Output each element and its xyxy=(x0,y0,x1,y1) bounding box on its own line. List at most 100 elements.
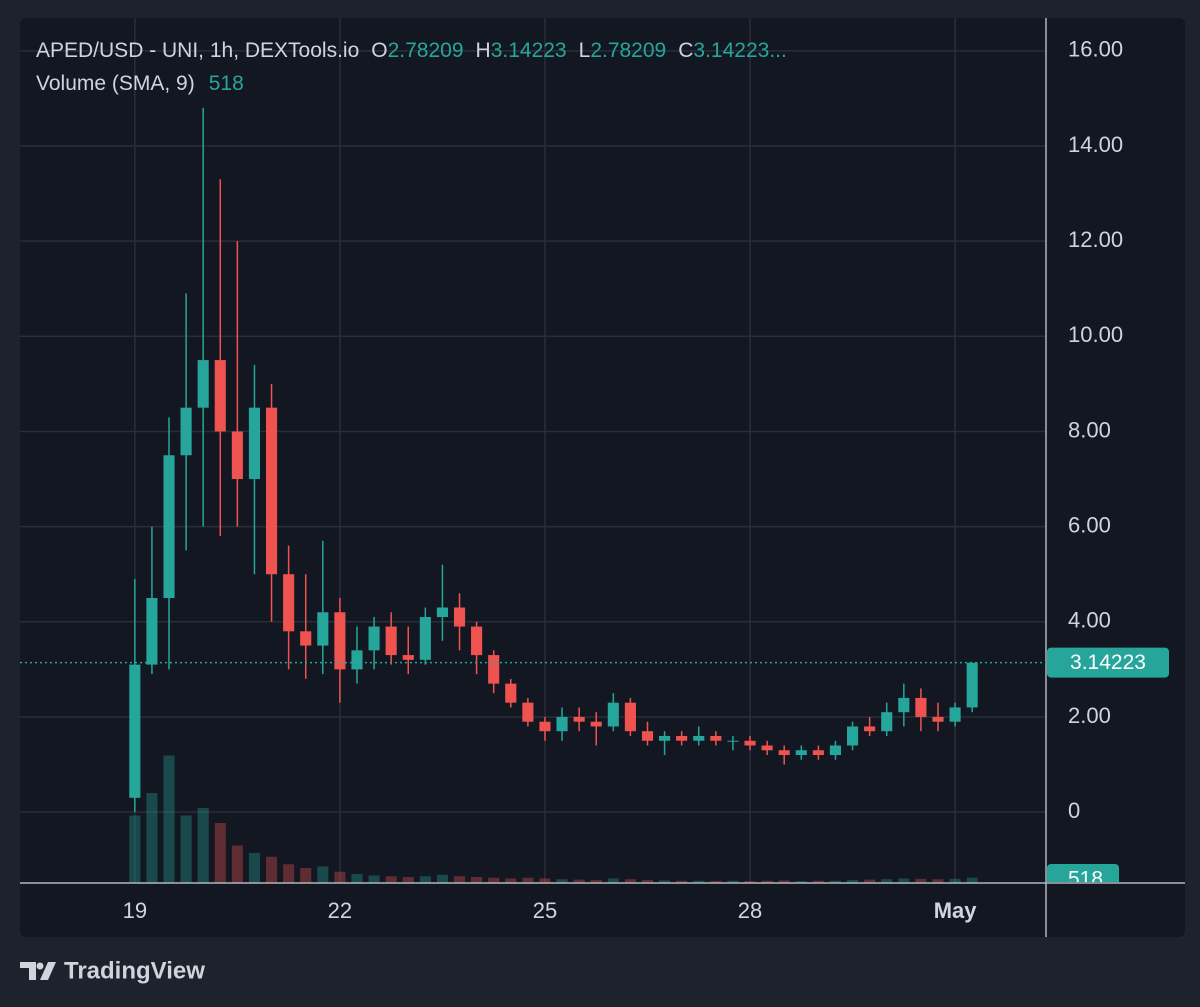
y-tick-label: 12.00 xyxy=(1068,227,1123,252)
candle-body xyxy=(641,731,654,741)
y-tick-label: 4.00 xyxy=(1068,608,1111,633)
candle-body xyxy=(231,431,243,480)
volume-bar xyxy=(453,876,466,883)
volume-bar xyxy=(231,845,243,883)
volume-bar xyxy=(710,880,722,883)
candle-body xyxy=(351,650,363,670)
y-tick-label: 6.00 xyxy=(1068,512,1111,537)
x-tick-label: May xyxy=(934,898,978,923)
legend-line: APED/USD - UNI, 1h, DEXTools.io O2.78209 H… xyxy=(36,39,787,62)
volume-bar xyxy=(351,874,363,883)
y-tick-label: 2.00 xyxy=(1068,703,1111,728)
candle-body xyxy=(761,745,773,751)
candle-body xyxy=(522,702,534,722)
volume-legend: Volume (SMA, 9) 518 xyxy=(36,72,244,95)
candle-body xyxy=(829,745,842,756)
volume-bar xyxy=(949,878,961,883)
volume-bar xyxy=(795,881,807,883)
candle-body xyxy=(419,617,431,660)
x-tick-label: 28 xyxy=(738,898,762,923)
candle-body xyxy=(402,655,414,660)
volume-bar xyxy=(641,880,654,883)
volume-bar xyxy=(829,880,842,883)
volume-bar xyxy=(471,877,483,883)
candle-body xyxy=(864,726,876,732)
volume-bar xyxy=(488,877,500,883)
candle-body xyxy=(590,721,602,727)
volume-tag: 518 xyxy=(1047,864,1119,882)
volume-bar xyxy=(744,881,756,883)
volume-bar xyxy=(300,868,312,883)
candle-body xyxy=(795,750,807,756)
indicator-value: 518 xyxy=(209,72,244,95)
candle-body xyxy=(744,740,756,746)
candle-body xyxy=(932,716,944,722)
candle-body xyxy=(573,716,585,722)
candle-body xyxy=(659,735,671,741)
candle-body xyxy=(146,597,158,665)
volume-bar xyxy=(847,880,859,883)
candle-body xyxy=(847,726,859,746)
y-tick-label: 10.00 xyxy=(1068,322,1123,347)
ohlc-key: H xyxy=(476,39,491,62)
logo-icon xyxy=(20,962,56,980)
candle-body xyxy=(248,407,261,480)
last-price-tag xyxy=(1047,647,1169,678)
volume-bar xyxy=(915,878,927,883)
candles xyxy=(129,107,978,813)
candle-body xyxy=(283,574,295,632)
candle-body xyxy=(488,655,500,684)
volume-bar xyxy=(556,879,568,883)
candle-body xyxy=(966,662,978,708)
candle-body xyxy=(265,407,278,575)
y-tick-label: 0 xyxy=(1068,798,1080,823)
volume-bar xyxy=(248,853,261,883)
watermark: TradingView xyxy=(64,957,205,984)
axes: 0 2.00 4.00 6.00 8.00 10.00 12.00 14.00 16.00 19 2… xyxy=(20,37,1169,923)
candle-body xyxy=(368,626,380,651)
candle-body xyxy=(180,407,192,456)
ohlc-key: L xyxy=(579,39,591,62)
symbol: APED/USD - UNI, 1h, DEXTools.io xyxy=(36,39,359,62)
x-tick-label: 22 xyxy=(328,898,352,923)
ohlc-value: 3.14223 xyxy=(491,39,567,62)
volume-bar xyxy=(402,877,414,883)
candle-body xyxy=(129,664,141,798)
volume-bar xyxy=(932,879,944,883)
candle-body xyxy=(881,712,893,732)
candle-body xyxy=(812,750,824,756)
last-price-label: 3.14223 xyxy=(1070,651,1146,674)
volume-bar xyxy=(812,880,824,883)
candle-body xyxy=(710,735,722,741)
ohlc-key: C xyxy=(678,39,693,62)
volume-bar xyxy=(573,879,585,883)
volume-bar xyxy=(419,876,431,883)
volume-bar xyxy=(539,878,551,883)
candle-body xyxy=(693,735,705,741)
volume-bar xyxy=(624,879,636,883)
volume-bar xyxy=(693,880,705,883)
candle-body xyxy=(624,702,636,732)
volume-tag-box xyxy=(1047,864,1119,882)
x-tick-label: 25 xyxy=(533,898,557,923)
candle-body xyxy=(214,360,226,432)
volume-bar xyxy=(881,879,893,883)
volume-bar xyxy=(778,880,790,883)
volume-bar xyxy=(761,880,773,883)
volume-bar xyxy=(163,755,175,883)
volume-bar xyxy=(214,823,226,883)
candle-body xyxy=(334,612,346,670)
volume-bar xyxy=(334,871,346,883)
volume-bar xyxy=(129,815,141,883)
volume-bar xyxy=(966,877,978,883)
candle-body xyxy=(436,607,448,618)
ohlc-value: 3.14223... xyxy=(693,39,786,62)
volume-bar xyxy=(197,808,209,883)
logo: TradingView xyxy=(20,957,205,984)
volume-bar xyxy=(146,793,158,883)
volume-bar xyxy=(898,878,910,883)
ohlc-value: 2.78209 xyxy=(590,39,666,62)
chart-panel xyxy=(20,18,1185,937)
